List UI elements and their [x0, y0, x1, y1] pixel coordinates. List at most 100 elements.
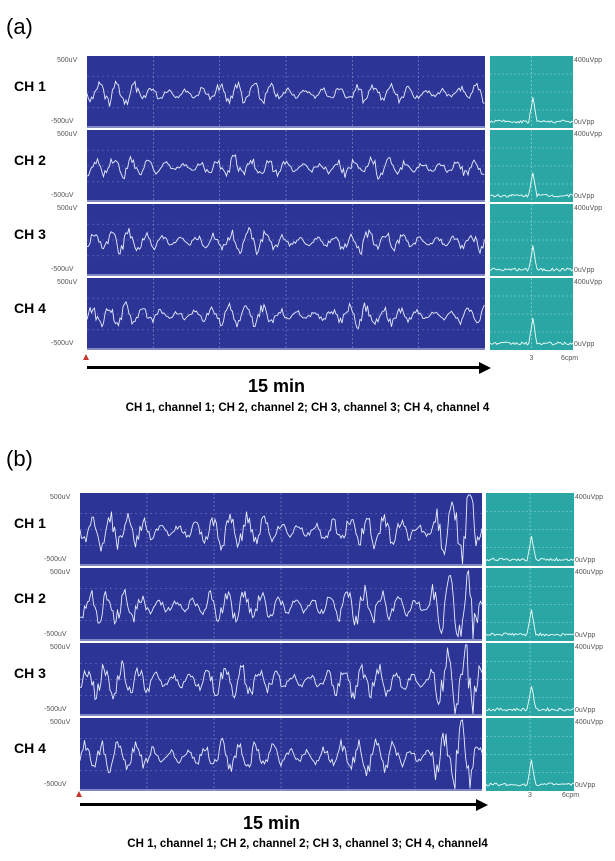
y-min-label: -500uV: [44, 631, 67, 638]
spectrum-min-label: 0uVpp: [574, 341, 595, 348]
trace-plot-ch4: [79, 718, 483, 791]
y-max-label: 500uV: [57, 205, 78, 212]
panel-label-a: (a): [6, 14, 33, 39]
spectrum-panel-ch3: [485, 643, 575, 716]
waveform-series-ch2: [79, 570, 483, 640]
spectrum-svg-ch2: [485, 568, 575, 641]
spectrum-series-ch3: [489, 245, 574, 272]
y-min-label: -500uV: [51, 266, 74, 273]
spectrum-svg-ch4: [485, 718, 575, 791]
spectrum-min-label: 0uVpp: [575, 557, 596, 564]
duration-label: 15 min: [248, 376, 306, 396]
spectrum-tick-3: 3: [529, 355, 534, 362]
spectrum-min-label: 0uVpp: [574, 267, 595, 274]
spectrum-series-ch4: [489, 317, 574, 346]
y-max-label: 500uV: [50, 719, 71, 726]
y-max-label: 500uV: [50, 494, 71, 501]
spectrum-series-ch3: [485, 686, 575, 712]
figure-caption: CH 1, channel 1; CH 2, channel 2; CH 3, …: [125, 402, 490, 414]
spectrum-max-label: 400uVpp: [574, 205, 603, 212]
spectrum-svg-ch2: [489, 130, 574, 202]
spectrum-panel-ch4: [485, 718, 575, 791]
trace-svg-ch4: [79, 718, 483, 791]
panel-label-b: (b): [6, 446, 33, 471]
trace-svg-ch1: [79, 493, 483, 566]
y-min-label: -500uV: [44, 781, 67, 788]
trace-svg-ch2: [79, 568, 483, 641]
spectrum-panel-ch4: [489, 278, 574, 350]
y-min-label: -500uV: [51, 118, 74, 125]
spectrum-max-label: 400uVpp: [575, 569, 604, 576]
channel-label: CH 3: [14, 664, 46, 681]
waveform-series-ch1: [86, 80, 485, 107]
time-arrow-line: [87, 366, 481, 369]
y-max-label: 500uV: [57, 131, 78, 138]
spectrum-panel-ch1: [485, 493, 575, 566]
spectrum-series-ch2: [485, 609, 575, 637]
trace-plot-ch4: [86, 278, 485, 350]
channel-label: CH 1: [14, 514, 46, 531]
trace-plot-ch2: [86, 130, 485, 202]
y-min-label: -500uV: [44, 706, 67, 713]
spectrum-max-label: 400uVpp: [574, 57, 603, 64]
trace-svg-ch1: [86, 56, 485, 128]
start-marker: [83, 354, 89, 360]
waveform-series-ch3: [79, 644, 483, 715]
spectrum-svg-ch1: [489, 56, 574, 128]
spectrum-tick-6: 6cpm: [562, 792, 580, 799]
figure-caption: CH 1, channel 1; CH 2, channel 2; CH 3, …: [127, 838, 488, 850]
spectrum-panel-ch2: [485, 568, 575, 641]
spectrum-min-label: 0uVpp: [575, 782, 596, 789]
spectrum-svg-ch1: [485, 493, 575, 566]
duration-label: 15 min: [243, 813, 301, 833]
spectrum-svg-ch4: [489, 278, 574, 350]
spectrum-series-ch1: [489, 97, 574, 124]
waveform-series-ch3: [86, 226, 485, 256]
spectrum-min-label: 0uVpp: [574, 119, 595, 126]
y-max-label: 500uV: [50, 569, 71, 576]
y-max-label: 500uV: [57, 57, 78, 64]
trace-svg-ch3: [86, 204, 485, 276]
trace-plot-ch1: [86, 56, 485, 128]
spectrum-tick-3: 3: [528, 792, 532, 799]
waveform-series-ch2: [86, 154, 485, 181]
spectrum-series-ch4: [485, 759, 575, 787]
spectrum-max-label: 400uVpp: [574, 279, 603, 286]
spectrum-tick-6: 6cpm: [561, 355, 579, 362]
channel-label: CH 2: [14, 151, 46, 168]
spectrum-min-label: 0uVpp: [575, 632, 596, 639]
time-arrow-head: [476, 798, 488, 811]
y-min-label: -500uV: [44, 556, 67, 563]
waveform-series-ch1: [79, 494, 483, 565]
spectrum-panel-ch3: [489, 204, 574, 276]
spectrum-min-label: 0uVpp: [574, 193, 595, 200]
spectrum-max-label: 400uVpp: [575, 494, 604, 501]
spectrum-series-ch2: [489, 172, 574, 198]
spectrum-svg-ch3: [485, 643, 575, 716]
spectrum-svg-ch3: [489, 204, 574, 276]
trace-svg-ch3: [79, 643, 483, 716]
y-max-label: 500uV: [50, 644, 71, 651]
channel-label: CH 1: [14, 77, 46, 94]
spectrum-panel-ch1: [489, 56, 574, 128]
y-max-label: 500uV: [57, 279, 78, 286]
time-arrow-head: [479, 361, 491, 374]
spectrum-max-label: 400uVpp: [575, 719, 604, 726]
channel-label: CH 2: [14, 589, 46, 606]
waveform-series-ch4: [86, 300, 485, 329]
channel-label: CH 4: [14, 739, 46, 756]
spectrum-series-ch1: [485, 535, 575, 562]
trace-svg-ch2: [86, 130, 485, 202]
trace-plot-ch3: [79, 643, 483, 716]
start-marker: [76, 791, 82, 797]
waveform-series-ch4: [79, 719, 483, 790]
spectrum-max-label: 400uVpp: [575, 644, 604, 651]
trace-svg-ch4: [86, 278, 485, 350]
trace-plot-ch3: [86, 204, 485, 276]
trace-plot-ch1: [79, 493, 483, 566]
time-arrow-line: [80, 803, 478, 806]
spectrum-panel-ch2: [489, 130, 574, 202]
spectrum-min-label: 0uVpp: [575, 707, 596, 714]
y-min-label: -500uV: [51, 192, 74, 199]
y-min-label: -500uV: [51, 340, 74, 347]
